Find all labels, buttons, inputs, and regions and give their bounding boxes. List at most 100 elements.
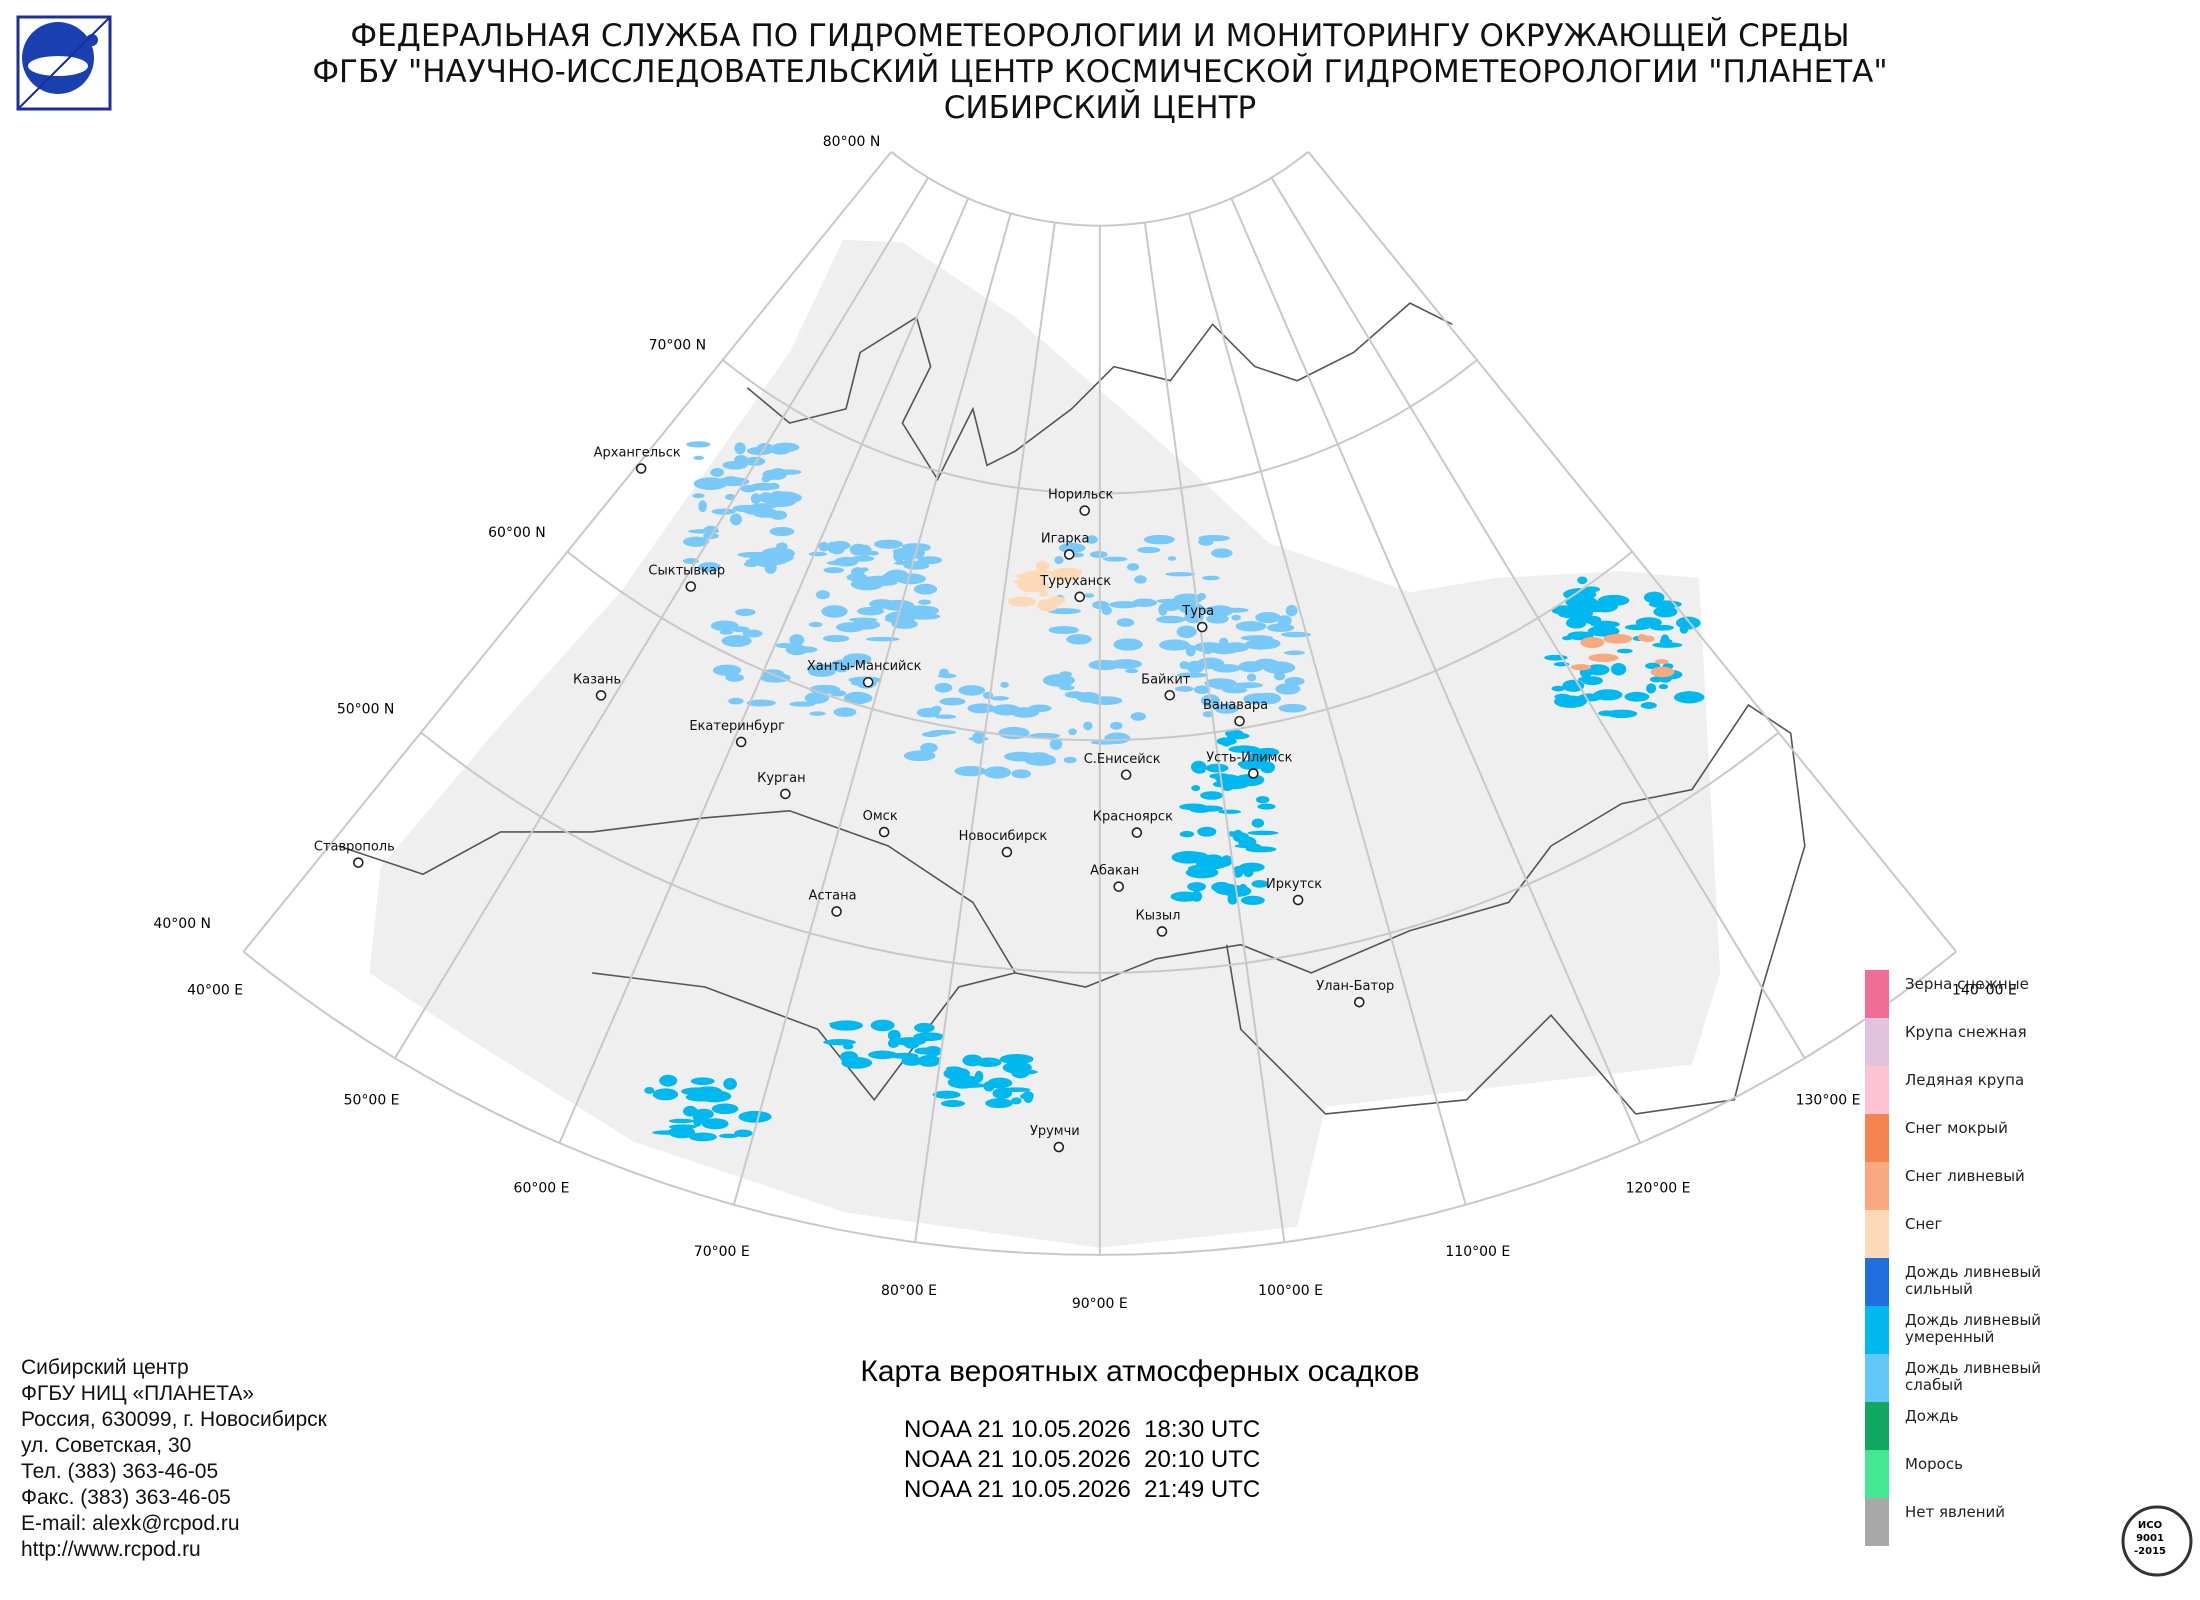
precip-patch — [1255, 611, 1281, 624]
precip-patch — [1637, 633, 1647, 642]
precip-patch — [1234, 843, 1262, 849]
precip-patch — [1109, 659, 1143, 669]
iso-ring — [2121, 1505, 2193, 1577]
precip-patch — [1624, 624, 1650, 631]
legend-swatch — [1865, 1018, 1889, 1066]
precip-patch — [1200, 607, 1230, 615]
border — [1225, 944, 1637, 1115]
city-label: Улан-Батор — [1316, 979, 1394, 994]
precip-patch — [1238, 862, 1265, 872]
city-marker — [1234, 715, 1245, 727]
precip-patch — [962, 1054, 983, 1067]
precip-patch — [697, 1090, 732, 1103]
precip-patch — [1047, 608, 1082, 615]
precip-patch — [1278, 703, 1307, 713]
precip-patch — [849, 543, 867, 556]
precip-patch — [1580, 636, 1605, 649]
precip-patch — [698, 562, 721, 573]
meridian — [558, 197, 970, 1144]
product-title: Карта вероятных атмосферных осадков — [860, 1355, 1420, 1388]
legend-swatch — [1865, 970, 1889, 1018]
precip-patch — [865, 636, 900, 642]
legend-label: Снег — [1905, 1215, 1943, 1233]
legend-label: Снег ливневый — [1905, 1167, 2025, 1185]
precip-patch — [728, 697, 744, 705]
precip-patch — [698, 500, 707, 513]
latitude-label: 60°00 N — [488, 525, 546, 541]
precip-patch — [1284, 676, 1305, 686]
longitude-label: 120°00 E — [1626, 1180, 1691, 1196]
latitude-label: 50°00 N — [337, 702, 395, 718]
latitude-label: 80°00 N — [823, 134, 881, 150]
precip-patch — [1130, 712, 1147, 721]
precip-patch — [1214, 703, 1239, 714]
precip-patch — [1240, 895, 1265, 906]
precip-patch — [1251, 818, 1265, 828]
city-marker — [1164, 689, 1176, 701]
precip-patch — [1000, 1087, 1031, 1093]
precip-patch — [1009, 1059, 1019, 1070]
precip-patch — [710, 467, 725, 477]
precip-patch — [796, 646, 818, 653]
precip-patch — [1189, 805, 1213, 813]
city-label: Астана — [809, 888, 857, 903]
precip-patch — [1137, 546, 1161, 554]
precip-patch — [857, 606, 885, 616]
precip-patch — [712, 664, 742, 676]
precip-patch — [972, 731, 986, 744]
precip-patch — [761, 475, 771, 483]
latitude-label: 70°00 N — [649, 338, 707, 354]
precip-patch — [771, 442, 800, 452]
footer-line: ул. Советская, 30 — [21, 1434, 192, 1457]
precip-patch — [1562, 679, 1585, 692]
precip-patch — [1167, 556, 1177, 561]
precip-patch — [719, 630, 734, 635]
precip-patch — [1247, 830, 1279, 836]
precip-patch — [711, 1103, 739, 1115]
precip-patch — [834, 556, 859, 567]
precip-patch — [1159, 639, 1190, 651]
precip-patch — [1155, 615, 1186, 624]
city-label: Ханты-Мансийск — [807, 659, 922, 674]
precip-patch — [1285, 604, 1298, 617]
precip-patch — [887, 1029, 901, 1042]
precip-patch — [858, 693, 873, 703]
precip-patch — [1063, 756, 1077, 764]
precip-patch — [1110, 721, 1123, 730]
precip-patch — [920, 742, 938, 753]
precip-patch — [769, 468, 787, 480]
city-marker — [353, 857, 364, 868]
legend-label: Дождь ливневый слабый — [1905, 1359, 2042, 1394]
precip-patch — [893, 1037, 927, 1046]
city-label: Сыктывкар — [648, 564, 725, 579]
precip-patch — [734, 455, 748, 465]
precip-patch — [1011, 769, 1032, 779]
iso-text: ИСО — [2138, 1520, 2162, 1531]
city-marker — [1074, 591, 1086, 603]
city-marker — [1248, 768, 1259, 779]
meridian — [1187, 213, 1467, 1206]
precip-patch — [1126, 563, 1140, 571]
precip-patch — [1624, 691, 1650, 702]
city-marker — [735, 736, 747, 748]
precip-patch — [1257, 803, 1276, 810]
precip-patch — [821, 605, 848, 618]
precip-patch — [688, 1132, 717, 1142]
precip-patch — [711, 508, 736, 515]
precip-patch — [690, 1077, 715, 1086]
precip-patch — [760, 672, 791, 683]
precip-patch — [1283, 650, 1306, 656]
legend-label: Дождь ливневый сильный — [1905, 1263, 2042, 1298]
precip-patch — [1113, 638, 1143, 651]
precip-patch — [776, 492, 802, 504]
precip-patch — [1565, 596, 1599, 609]
precip-patch — [921, 731, 942, 738]
city-label: Архангельск — [594, 446, 681, 461]
precip-patch — [750, 493, 762, 504]
precip-patch — [1238, 661, 1265, 673]
longitude-label: 100°00 E — [1258, 1283, 1323, 1299]
precip-patch — [1232, 829, 1244, 842]
header-line: СИБИРСКИЙ ЦЕНТР — [943, 90, 1257, 126]
legend-label: Снег мокрый — [1905, 1119, 2008, 1137]
precip-patch — [1049, 738, 1063, 750]
